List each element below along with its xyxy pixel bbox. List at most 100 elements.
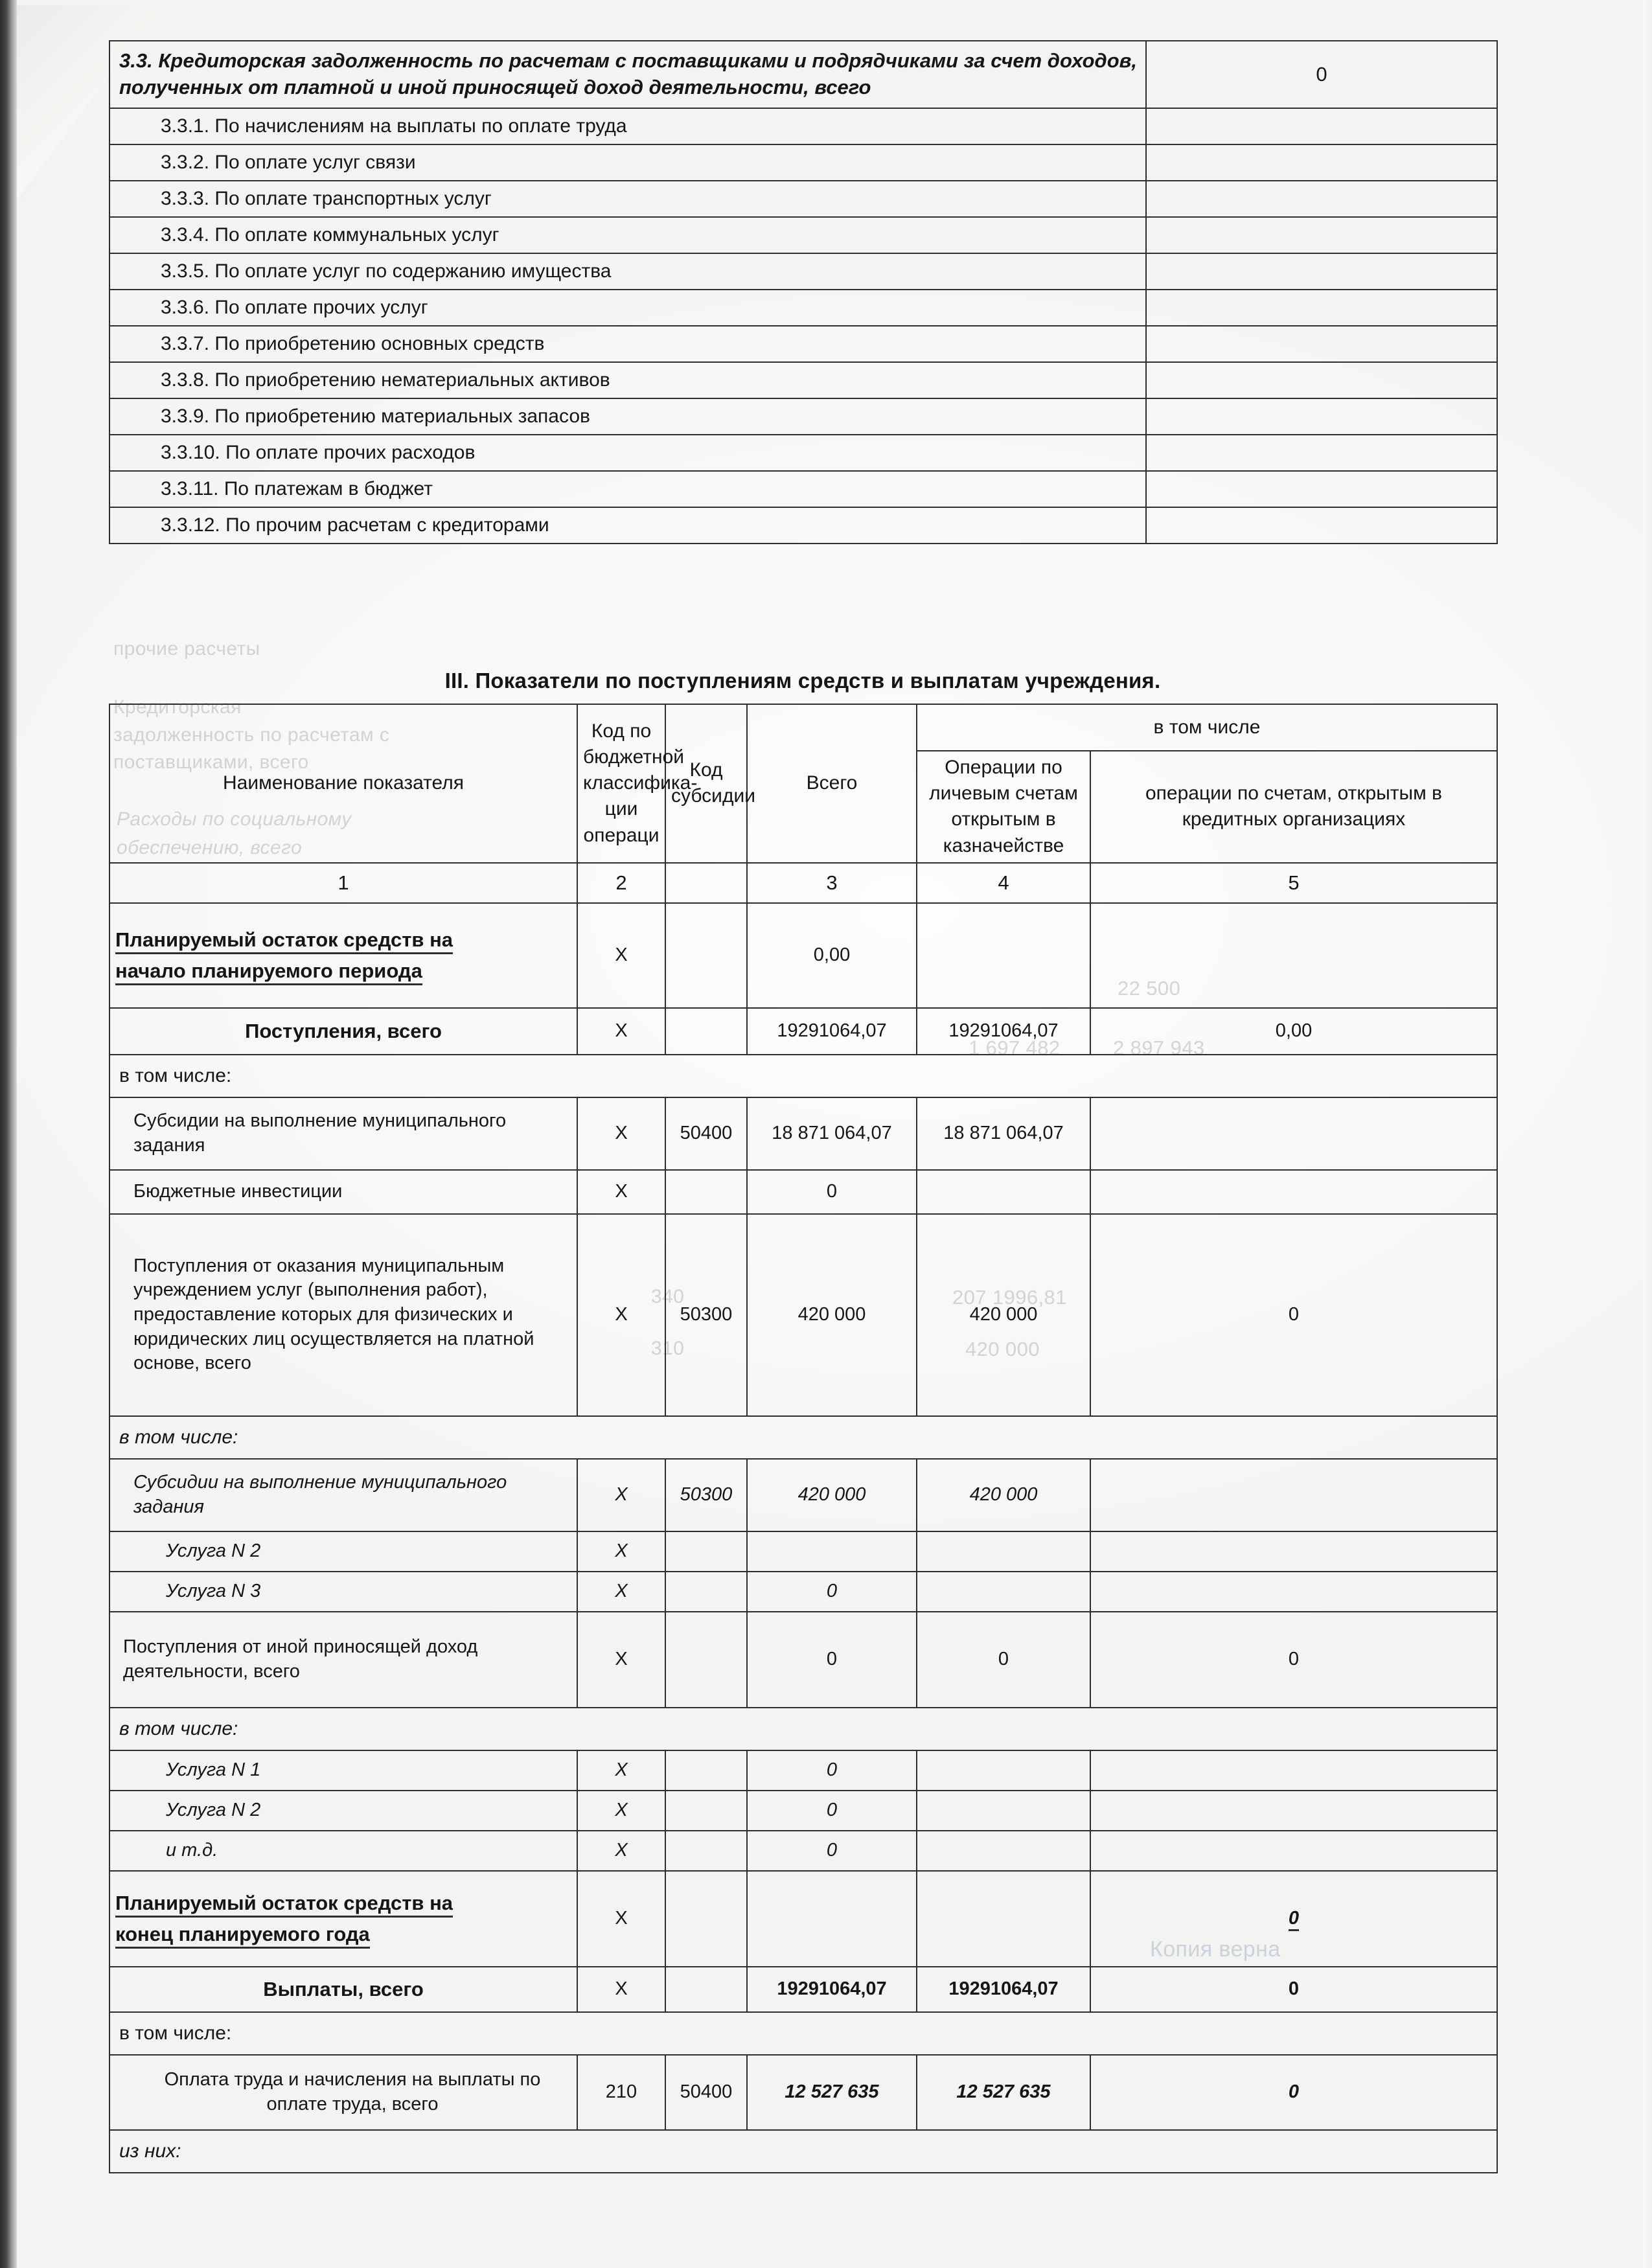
row-label-service-n1: Услуга N 1 (109, 1749, 578, 1791)
row-label-including-2: в том числе: (109, 1415, 1498, 1460)
cell-treasury: 420 000 (916, 1458, 1091, 1532)
cell-kbk: X (577, 1570, 666, 1612)
scanner-right-edge (1643, 0, 1652, 2268)
cell-subsidy (665, 1870, 748, 1967)
table-row: Услуга N 2 X 0 (109, 1789, 1498, 1831)
cell-credit (1090, 1530, 1498, 1572)
row-label-service-n3: Услуга N 3 (109, 1570, 578, 1612)
credit-row-value-6 (1145, 288, 1498, 326)
cell-total: 0 (746, 1829, 917, 1872)
table-row: в том числе: (109, 1706, 1498, 1751)
table-row: Поступления от иной приносящей доход дея… (109, 1610, 1498, 1708)
cell-kbk: X (577, 1610, 666, 1708)
credit-row-value-12 (1145, 506, 1498, 544)
cell-credit (1090, 1169, 1498, 1215)
cell-kbk: X (577, 1870, 666, 1967)
table-row: Оплата труда и начисления на выплаты по … (109, 2054, 1498, 2131)
table-row: в том числе: (109, 1415, 1498, 1460)
table-row: из них: (109, 2129, 1498, 2173)
indicators-table: Наименование показателя Код по бюджетной… (109, 704, 1498, 2173)
row-label-service-n2-a: Услуга N 2 (109, 1530, 578, 1572)
column-header-name: Наименование показателя (109, 704, 578, 864)
table-row: 3.3.4. По оплате коммунальных услуг (109, 216, 1498, 254)
cell-treasury (916, 1870, 1091, 1967)
table-row: Услуга N 1 X 0 (109, 1749, 1498, 1791)
cell-credit: 0 (1090, 2054, 1498, 2131)
column-header-group: в том числе (916, 704, 1498, 751)
cell-credit (1090, 1096, 1498, 1171)
table-row: Услуга N 3 X 0 (109, 1570, 1498, 1612)
credit-row-label-1: 3.3.1. По начислениям на выплаты по опла… (109, 107, 1147, 145)
column-header-subsidy-code: Код субсидии (665, 704, 755, 864)
table-row: 3.3.8. По приобретению нематериальных ак… (109, 361, 1498, 399)
cell-treasury: 420 000 (916, 1213, 1091, 1417)
row-label-planned-balance-end: Планируемый остаток средств на конец пла… (109, 1870, 578, 1967)
table-row: Субсидии на выполнение муниципального за… (109, 1458, 1498, 1532)
table-row: Поступления от оказания муниципальным уч… (109, 1213, 1498, 1417)
credit-row-label-9: 3.3.9. По приобретению материальных запа… (109, 397, 1147, 435)
table-row: Субсидии на выполнение муниципального за… (109, 1096, 1498, 1171)
credit-row-value-10 (1145, 433, 1498, 472)
cell-total: 19291064,07 (746, 1965, 917, 2013)
cell-kbk: X (577, 1169, 666, 1215)
cell-credit (1090, 1570, 1498, 1612)
cell-subsidy (665, 1169, 748, 1215)
cell-subsidy (665, 1610, 748, 1708)
cell-total: 0 (746, 1570, 917, 1612)
cell-subsidy: 50400 (665, 2054, 748, 2131)
column-header-kbk: Код по бюджетной классифика-ции операци (577, 704, 697, 864)
row-label-planned-balance-start: Планируемый остаток средств на начало пл… (109, 902, 578, 1009)
cell-kbk: X (577, 1213, 666, 1417)
cell-credit: 0 (1090, 1610, 1498, 1708)
table-row: 3.3.7. По приобретению основных средств (109, 325, 1498, 363)
table-row: Услуга N 2 X (109, 1530, 1498, 1572)
column-number-blank (665, 862, 748, 904)
scanner-left-edge-shadow (0, 0, 17, 2268)
table-row: и т.д. X 0 (109, 1829, 1498, 1872)
row-label-other-income-receipts: Поступления от иной приносящей доход дея… (109, 1610, 578, 1708)
credit-row-label-7: 3.3.7. По приобретению основных средств (109, 325, 1147, 363)
cell-kbk: X (577, 1829, 666, 1872)
cell-total: 420 000 (746, 1458, 917, 1532)
column-number-3: 3 (746, 862, 917, 904)
cell-credit: 0,00 (1090, 1007, 1498, 1055)
cell-treasury: 0 (916, 1610, 1091, 1708)
table-row: 3.3.6. По оплате прочих услуг (109, 288, 1498, 326)
table-row: 3.3.10. По оплате прочих расходов (109, 433, 1498, 472)
row-label-payments-total: Выплаты, всего (109, 1965, 578, 2013)
row-label-etc: и т.д. (109, 1829, 578, 1872)
table-row: Бюджетные инвестиции X 0 (109, 1169, 1498, 1215)
cell-treasury: 19291064,07 (916, 1965, 1091, 2013)
cell-total (746, 1530, 917, 1572)
cell-subsidy: 50300 (665, 1458, 748, 1532)
credit-row-value-3 (1145, 179, 1498, 218)
credit-row-label-2: 3.3.2. По оплате услуг связи (109, 143, 1147, 181)
table-row: 3.3.1. По начислениям на выплаты по опла… (109, 107, 1498, 145)
row-label-line2: конец планируемого года (115, 1922, 370, 1949)
cell-subsidy (665, 1789, 748, 1831)
credit-row-value-5 (1145, 252, 1498, 290)
credit-row-value-1 (1145, 107, 1498, 145)
cell-total: 420 000 (746, 1213, 917, 1417)
cell-kbk: X (577, 1789, 666, 1831)
row-label-line2: начало планируемого периода (115, 959, 422, 985)
table-row: 3.3.5. По оплате услуг по содержанию иму… (109, 252, 1498, 290)
cell-treasury: 12 527 635 (916, 2054, 1091, 2131)
cell-credit: 0 (1090, 1965, 1498, 2013)
cell-subsidy (665, 1570, 748, 1612)
cell-kbk: X (577, 902, 666, 1009)
credit-liabilities-table: 3.3. Кредиторская задолженность по расче… (109, 40, 1498, 544)
cell-subsidy (665, 1965, 748, 2013)
cell-total: 0 (746, 1610, 917, 1708)
cell-total: 19291064,07 (746, 1007, 917, 1055)
cell-credit (1090, 1749, 1498, 1791)
column-header-total: Всего (746, 704, 917, 864)
cell-credit (1090, 1829, 1498, 1872)
cell-credit (1090, 1789, 1498, 1831)
table-row: Планируемый остаток средств на начало пл… (109, 902, 1498, 1009)
credit-row-label-3: 3.3.3. По оплате транспортных услуг (109, 179, 1147, 218)
credit-heading-value: 0 (1145, 40, 1498, 109)
cell-subsidy: 50300 (665, 1213, 748, 1417)
credit-row-value-4 (1145, 216, 1498, 254)
cell-total: 0,00 (746, 902, 917, 1009)
